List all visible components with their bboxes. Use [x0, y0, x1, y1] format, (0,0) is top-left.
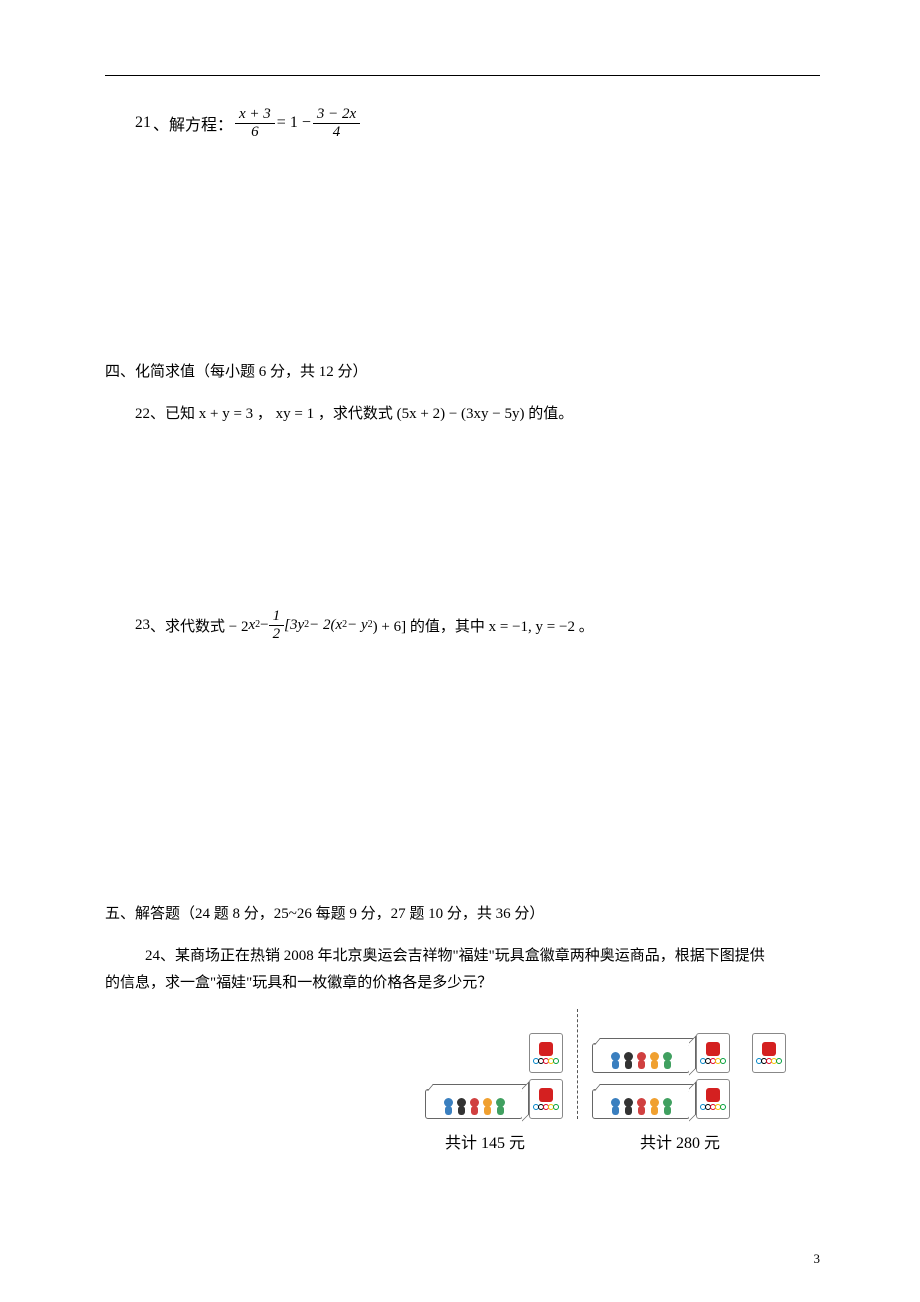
fuwa-set-3 [609, 1098, 674, 1116]
fuwa-figure [622, 1098, 635, 1116]
q23-bracket: [3y [284, 617, 304, 634]
q22-number: 22 [135, 406, 150, 422]
rings-1 [534, 1058, 559, 1064]
figure-group-2 [592, 1033, 786, 1119]
fuwa-figure [494, 1098, 507, 1116]
q24-number: 24 [145, 948, 160, 964]
group2-row2 [592, 1079, 786, 1119]
caption-1: 共计 145 元 [445, 1129, 525, 1153]
fuwa-figure [661, 1052, 674, 1070]
figure-group-1 [425, 1033, 563, 1119]
fuwa-figure [481, 1098, 494, 1116]
q22-text: 、已知 x + y = 3 ， xy = 1 ，求代数式 (5x + 2) − … [150, 406, 573, 422]
workspace-gap-1 [105, 140, 820, 350]
fuwa-figure [648, 1052, 661, 1070]
q21-frac1-den: 6 [247, 124, 263, 141]
badge-2 [529, 1079, 563, 1119]
fuwa-set-2 [609, 1052, 674, 1070]
toybox-2 [592, 1043, 690, 1073]
page-number: 3 [814, 1251, 821, 1267]
q24-text1: 、某商场正在热销 2008 年北京奥运会吉祥物"福娃"玩具盒徽章两种奥运商品，根… [160, 948, 765, 964]
question-24-line2: 的信息，求一盒"福娃"玩具和一枚徽章的价格各是多少元？ [105, 970, 820, 997]
q21-mid: = 1 − [277, 114, 311, 132]
figure-captions: 共计 145 元 共计 280 元 [445, 1129, 820, 1153]
q24-figure [425, 1009, 820, 1119]
top-rule [105, 75, 820, 76]
fuwa-set-1 [442, 1098, 507, 1116]
q23-p2: − 2(x [309, 617, 342, 634]
question-23: 23 、求代数式 − 2x2 − 1 2 [3y2 − 2(x2 − y2 ) … [135, 608, 820, 642]
badge-logo-3 [706, 1042, 720, 1056]
section-4-title: 四、化简求值（每小题 6 分，共 12 分） [105, 360, 820, 381]
group1-row [425, 1033, 563, 1119]
question-21: 21 、解方程： x + 3 6 = 1 − 3 − 2x 4 [135, 106, 820, 140]
rings-4 [757, 1058, 782, 1064]
q21-frac2-den: 4 [329, 124, 345, 141]
question-24-line1: 24、某商场正在热销 2008 年北京奥运会吉祥物"福娃"玩具盒徽章两种奥运商品… [145, 943, 820, 970]
q23-prefix: 、求代数式 − 2 [150, 615, 248, 636]
page-content: 21 、解方程： x + 3 6 = 1 − 3 − 2x 4 四、化简求值（每… [0, 0, 920, 1302]
olympic-ring [776, 1058, 782, 1064]
rings-5 [701, 1104, 726, 1110]
q23-frac-den: 2 [269, 626, 285, 643]
fuwa-figure [609, 1052, 622, 1070]
toybox-3 [592, 1089, 690, 1119]
fuwa-figure [468, 1098, 481, 1116]
toybox-1 [425, 1089, 523, 1119]
divider-line [577, 1009, 578, 1119]
fuwa-figure [609, 1098, 622, 1116]
olympic-ring [720, 1104, 726, 1110]
workspace-gap-3 [105, 642, 820, 892]
rings-2 [534, 1104, 559, 1110]
q21-frac1-num: x + 3 [235, 106, 275, 124]
badge-4 [752, 1033, 786, 1073]
fuwa-figure [622, 1052, 635, 1070]
olympic-ring [720, 1058, 726, 1064]
badge-1 [529, 1033, 563, 1073]
q23-frac: 1 2 [269, 608, 285, 642]
q23-p4: ) + 6] 的值，其中 x = −1, y = −2 。 [373, 615, 594, 636]
fuwa-figure [635, 1052, 648, 1070]
olympic-ring [553, 1104, 559, 1110]
q23-x: x [248, 617, 255, 634]
q23-number: 23 [135, 617, 150, 634]
q21-frac1: x + 3 6 [235, 106, 275, 140]
badge-logo-4 [762, 1042, 776, 1056]
q21-frac2-num: 3 − 2x [313, 106, 360, 124]
group2-row1 [592, 1033, 786, 1073]
badge-logo-1 [539, 1042, 553, 1056]
q21-frac2: 3 − 2x 4 [313, 106, 360, 140]
q23-frac-num: 1 [269, 608, 285, 626]
q23-p3: − y [347, 617, 368, 634]
caption-2: 共计 280 元 [640, 1129, 720, 1153]
rings-3 [701, 1058, 726, 1064]
badge-5 [696, 1079, 730, 1119]
fuwa-figure [648, 1098, 661, 1116]
badge-3 [696, 1033, 730, 1073]
fuwa-figure [442, 1098, 455, 1116]
badge-col-1 [529, 1033, 563, 1119]
fuwa-figure [635, 1098, 648, 1116]
workspace-gap-2 [105, 428, 820, 608]
fuwa-figure [455, 1098, 468, 1116]
badge-logo-5 [706, 1088, 720, 1102]
q21-number: 21 [135, 114, 151, 132]
fuwa-figure [661, 1098, 674, 1116]
q23-minus: − [260, 617, 268, 634]
section-5-title: 五、解答题（24 题 8 分，25~26 每题 9 分，27 题 10 分，共 … [105, 902, 820, 923]
badge-logo-2 [539, 1088, 553, 1102]
olympic-ring [553, 1058, 559, 1064]
q21-label: 、解方程： [153, 111, 233, 135]
question-22: 22、已知 x + y = 3 ， xy = 1 ，求代数式 (5x + 2) … [135, 401, 820, 428]
